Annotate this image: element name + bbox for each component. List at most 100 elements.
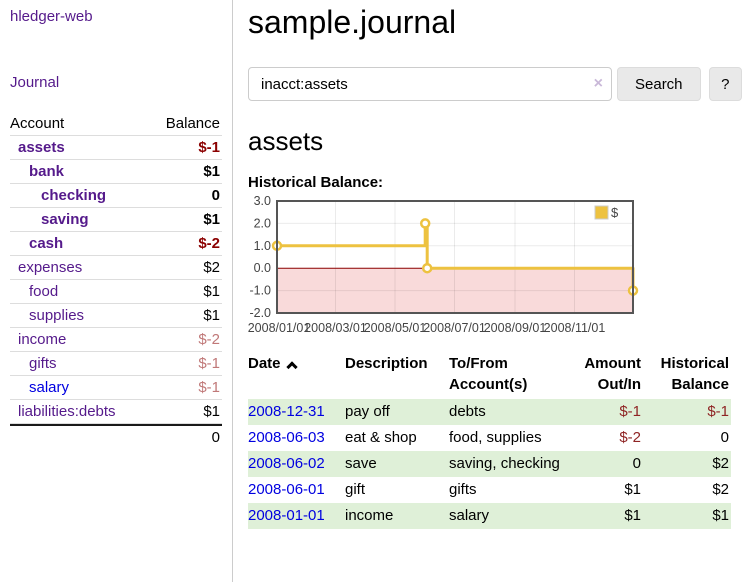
transaction-date-link[interactable]: 2008-06-01 [248,481,325,498]
accounts-table-header: Account Balance [10,112,222,136]
brand-link[interactable]: hledger-web [10,8,93,25]
account-balance: $1 [203,307,220,324]
account-heading: assets [248,126,324,156]
transaction-amount: $-1 [565,399,643,425]
sidebar-account-supplies[interactable]: supplies [29,307,85,324]
negative-region [277,268,633,313]
account-balance: 0 [211,187,220,204]
svg-text:-2.0: -2.0 [249,306,271,320]
account-balance: $1 [203,403,220,420]
transaction-description: eat & shop [345,429,417,446]
sidebar-account-assets[interactable]: assets [18,139,65,156]
sidebar-account-bank[interactable]: bank [29,163,65,180]
help-button[interactable]: ? [708,67,742,101]
register-row: 2008-06-02 save saving, checking 0 $2 [248,451,731,477]
transaction-amount: 0 [565,451,643,477]
register-row: 2008-06-01 gift gifts $1 $2 [248,477,731,503]
account-row: salary $-1 [10,376,222,400]
sort-ascending-icon [285,361,298,373]
y-axis-labels: 3.0 2.0 1.0 0.0 -1.0 -2.0 [249,194,271,320]
legend-swatch [594,205,609,220]
sidebar-account-cash[interactable]: cash [29,235,64,252]
legend-label: $ [611,205,619,220]
account-balance: $-2 [198,235,220,252]
account-row: saving $1 [10,208,222,232]
svg-text:2008/03/01: 2008/03/01 [304,321,367,335]
transaction-accounts: debts [449,399,565,425]
chart-title: Historical Balance: [248,174,384,191]
account-row: gifts $-1 [10,352,222,376]
account-balance: $-1 [198,355,220,372]
register-row: 2008-01-01 income salary $1 $1 [248,503,731,529]
svg-text:2008/01/01: 2008/01/01 [248,321,311,335]
svg-text:2008/11/01: 2008/11/01 [544,321,606,335]
data-point [419,218,431,229]
transaction-accounts: gifts [449,481,477,498]
main-content: sample.journal × Search ? assets Histori… [234,0,742,582]
balance-column-header: Historical Balance [660,355,729,393]
accounts-column-header: To/From Account(s) [449,355,528,393]
account-balance: $2 [203,259,220,276]
sidebar-account-liabilities-debts[interactable]: liabilities:debts [18,403,116,420]
account-column-header: Account [10,115,65,132]
chart-legend: $ [594,205,619,220]
account-row: cash $-2 [10,232,222,256]
sidebar-account-salary[interactable]: salary [29,379,70,396]
transaction-accounts: salary [449,503,565,529]
svg-text:2008/07/01: 2008/07/01 [423,321,486,335]
transaction-accounts: saving, checking [449,451,565,477]
transaction-amount: $-2 [619,429,641,446]
sidebar-account-gifts[interactable]: gifts [29,355,57,372]
account-row: liabilities:debts $1 [10,400,222,424]
svg-text:2008/09/01: 2008/09/01 [484,321,547,335]
transaction-date-link[interactable]: 2008-06-02 [248,455,325,472]
sidebar-account-saving[interactable]: saving [41,211,89,228]
sidebar: hledger-web Journal Account Balance asse… [0,0,233,582]
transaction-description: income [345,503,449,529]
transaction-description: gift [345,481,366,498]
account-row: expenses $2 [10,256,222,280]
plot-border [276,200,634,314]
transaction-date-link[interactable]: 2008-12-31 [248,403,325,420]
search-field-wrap: × [248,67,612,101]
transaction-amount: $1 [624,481,641,498]
accounts-total-value: 0 [211,429,220,446]
date-column-header[interactable]: Date [248,351,345,399]
svg-text:1.0: 1.0 [254,239,271,253]
register-row: 2008-06-03 eat & shop food, supplies $-2… [248,425,731,451]
description-column-header: Description [345,355,428,372]
transaction-balance: 0 [720,429,729,446]
amount-column-header: Amount Out/In [584,355,641,393]
svg-text:2.0: 2.0 [254,216,271,230]
sidebar-account-income[interactable]: income [18,331,67,348]
svg-text:0.0: 0.0 [254,261,271,275]
x-axis-labels: 2008/01/01 2008/03/01 2008/05/01 2008/07… [248,321,606,335]
sidebar-account-checking[interactable]: checking [41,187,107,204]
sidebar-account-expenses[interactable]: expenses [18,259,83,276]
sidebar-item-journal[interactable]: Journal [10,74,60,91]
account-row: checking 0 [10,184,222,208]
transaction-balance: $2 [712,481,729,498]
sidebar-account-food[interactable]: food [29,283,59,300]
search-bar: × Search ? [248,67,742,101]
balance-column-header: Balance [165,115,220,132]
search-button[interactable]: Search [617,67,701,101]
data-point [421,262,433,274]
account-balance: $-1 [198,379,220,396]
svg-text:3.0: 3.0 [254,194,271,208]
transaction-date-link[interactable]: 2008-01-01 [248,507,325,524]
transaction-description: pay off [345,399,449,425]
search-input[interactable] [248,67,612,101]
transaction-date-link[interactable]: 2008-06-03 [248,429,325,446]
clear-search-icon[interactable]: × [593,75,603,92]
historical-balance-chart: $ 3.0 2.0 1.0 0.0 -1.0 -2.0 2008/01/01 2… [248,194,639,335]
transaction-balance: $-1 [643,399,731,425]
transaction-amount: $1 [565,503,643,529]
svg-text:2008/05/01: 2008/05/01 [364,321,427,335]
accounts-table: Account Balance assets $-1 bank $1 check… [10,112,222,446]
account-balance: $1 [203,163,220,180]
account-row: supplies $1 [10,304,222,328]
account-row: assets $-1 [10,136,222,160]
transaction-balance: $2 [643,451,731,477]
